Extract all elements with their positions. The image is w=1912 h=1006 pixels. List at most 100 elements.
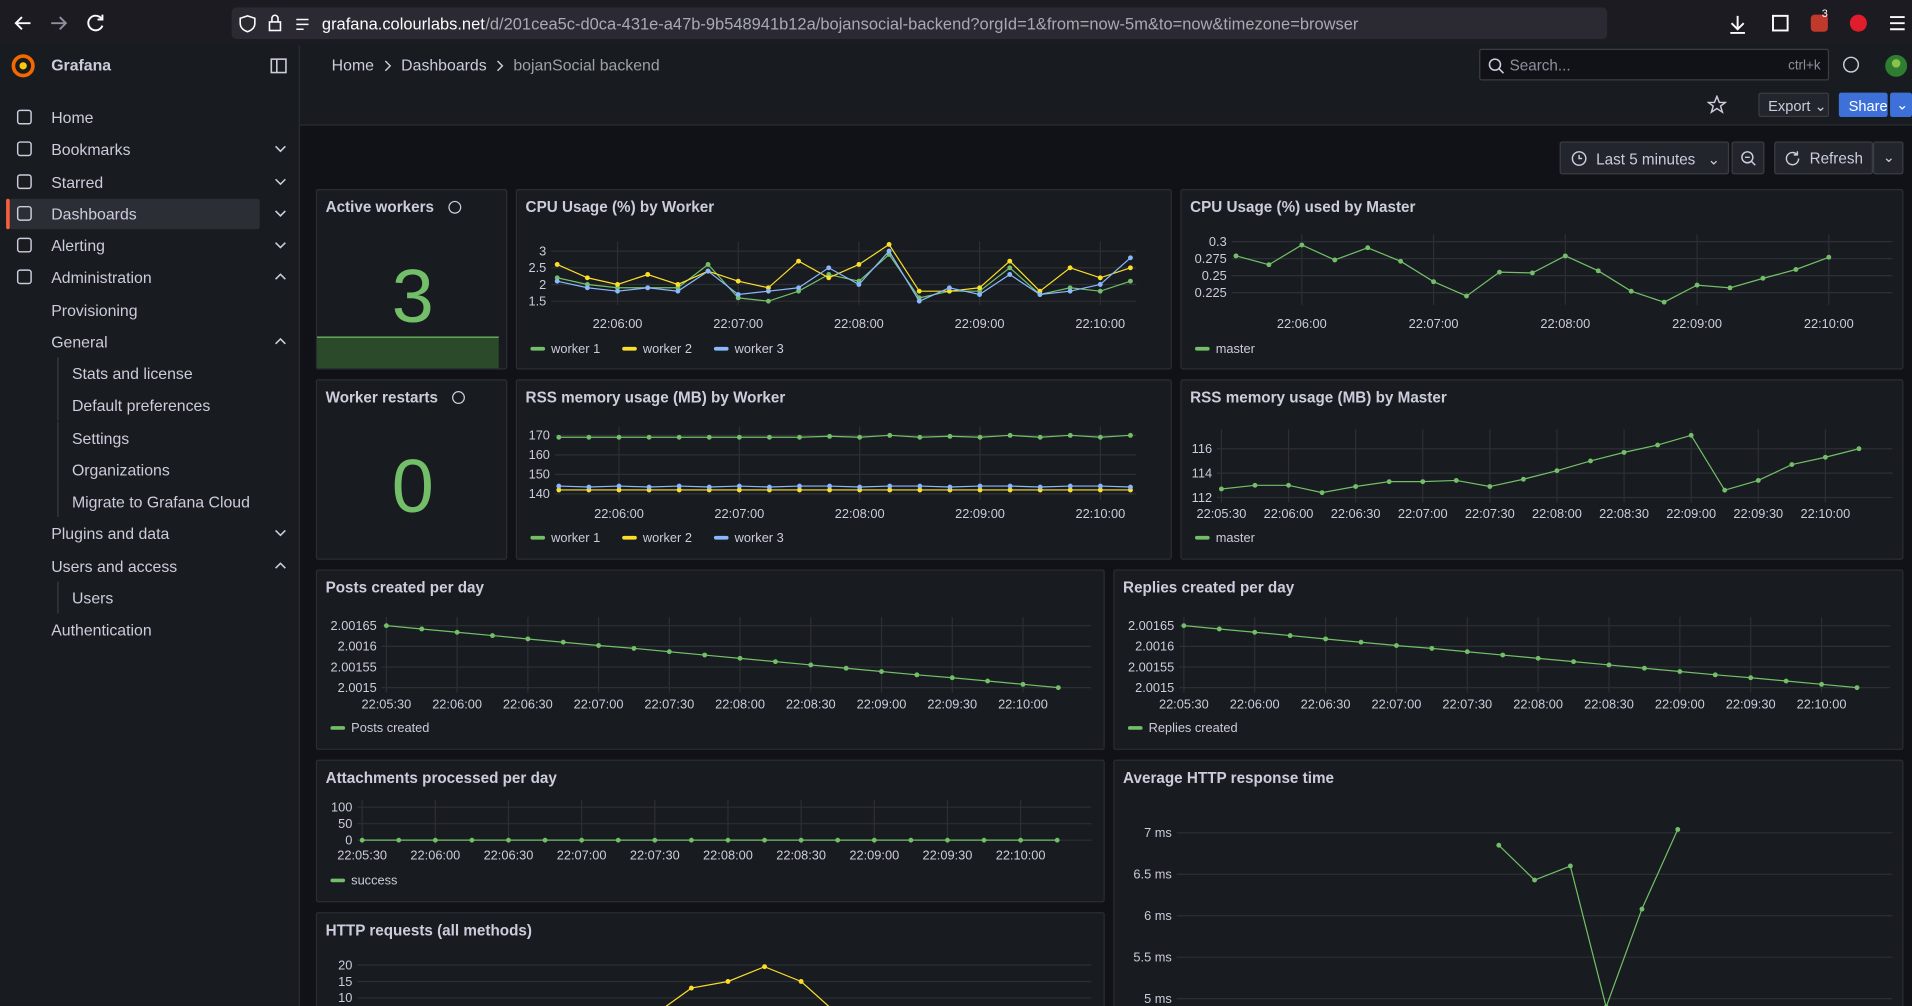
nav-guide: [57, 421, 59, 454]
nav-item[interactable]: Default preferences: [71, 396, 211, 415]
breadcrumb[interactable]: Home: [331, 56, 374, 75]
chart-panel: RSS memory usage (MB) by Worker: [515, 379, 1172, 560]
nav-item[interactable]: Administration: [51, 268, 152, 287]
refresh-interval[interactable]: ⌄: [1872, 141, 1904, 175]
help-icons[interactable]: [1841, 54, 1912, 77]
nav-icon-shape: [16, 237, 32, 253]
panel-title: HTTP requests (all methods): [325, 921, 532, 939]
nav-guide: [57, 357, 59, 389]
nav-item[interactable]: Bookmarks: [51, 140, 131, 159]
nav-guide: [57, 581, 59, 614]
nav-icon: [16, 141, 32, 157]
breadcrumb[interactable]: bojanSocial backend: [513, 56, 660, 75]
nav-item[interactable]: Dashboards: [51, 204, 137, 223]
nav-item[interactable]: Provisioning: [51, 300, 138, 319]
logo: [11, 54, 35, 78]
panel-title: Attachments processed per day: [325, 769, 557, 787]
nav-caret[interactable]: [274, 240, 286, 250]
chart-panel: Posts created per day: [315, 569, 1105, 750]
nav-item[interactable]: Organizations: [71, 460, 170, 479]
caret-shape: [275, 273, 286, 281]
nav-item[interactable]: Authentication: [51, 620, 152, 639]
nav-guide: [57, 453, 59, 486]
extension-icon[interactable]: [1849, 14, 1867, 32]
nav-icon: [16, 173, 32, 189]
nav-item[interactable]: Plugins and data: [51, 524, 170, 543]
nav-item[interactable]: Migrate to Grafana Cloud: [71, 492, 250, 511]
caret-shape: [275, 178, 286, 185]
time-picker[interactable]: Last 5 minutes ⌄: [1559, 141, 1730, 175]
search-placeholder: Search...: [1509, 57, 1571, 75]
caret-shape: [275, 561, 286, 569]
nav-icon-shape: [16, 109, 32, 125]
breadcrumb-separator: [496, 60, 504, 72]
nav-item[interactable]: Settings: [71, 428, 130, 447]
nav-caret[interactable]: [274, 560, 286, 570]
nav-guide: [57, 389, 59, 421]
search-box[interactable]: Search... ctrl+k: [1479, 48, 1830, 81]
nav-icon-shape: [16, 205, 32, 221]
export-button[interactable]: Export ⌄: [1758, 92, 1830, 118]
zoom-icon: [1741, 151, 1756, 166]
nav-item[interactable]: Starred: [51, 172, 104, 191]
chart-panel: CPU Usage (%) by Worker: [515, 189, 1172, 370]
stat-value: 3: [391, 254, 434, 339]
info-icon: [452, 391, 465, 404]
panel-title: Replies created per day: [1123, 579, 1295, 597]
star-icon[interactable]: [1707, 95, 1727, 115]
panel-title: CPU Usage (%) used by Master: [1190, 198, 1416, 216]
panel-title: Active workers: [325, 198, 435, 216]
panel-title: Average HTTP response time: [1123, 769, 1334, 787]
nav-item[interactable]: Users: [71, 588, 114, 607]
nav-caret[interactable]: [274, 176, 286, 186]
nav-item[interactable]: Stats and license: [71, 364, 193, 383]
nav-icon: [16, 269, 32, 285]
nav-caret[interactable]: [274, 528, 286, 538]
top-bar: Search... ctrl+k Home Dashboards bojanSoci…: [299, 45, 1912, 87]
chevron: [496, 60, 504, 72]
nav-caret[interactable]: [274, 208, 286, 218]
active-indicator: [6, 198, 10, 229]
nav-icon: [16, 109, 32, 125]
panel-title: Posts created per day: [325, 579, 485, 597]
zoom-out[interactable]: [1731, 141, 1765, 175]
nav-item[interactable]: Users and access: [51, 556, 178, 575]
browser-toolbar: 3 grafana.colourlabs.net /d/201cea5c-d0c…: [0, 0, 1912, 46]
chart-panel: Attachments processed per day: [315, 759, 1105, 903]
caret-shape: [275, 530, 286, 537]
nav-caret[interactable]: [274, 272, 286, 282]
panel-title: Worker restarts: [325, 388, 438, 407]
url-bar[interactable]: grafana.colourlabs.net /d/201cea5c-d0ca-…: [231, 7, 1608, 40]
export-label: Export: [1768, 97, 1811, 115]
extension-icon[interactable]: [1810, 14, 1828, 32]
share-button[interactable]: Share: [1838, 92, 1888, 118]
refresh-icon: [1785, 151, 1800, 166]
sidebar: Grafana Home Bookmarks Starred Dashboards Al…: [0, 45, 300, 1006]
info-shape: [452, 391, 465, 404]
nav-item[interactable]: Home: [51, 108, 94, 127]
nav-icon-shape: [16, 173, 32, 189]
caret-shape: [275, 146, 286, 153]
refresh-button[interactable]: Refresh: [1774, 141, 1873, 175]
badge: 3: [1822, 8, 1828, 20]
dock-icon[interactable]: [269, 56, 289, 76]
breadcrumb[interactable]: Dashboards: [401, 56, 487, 75]
stat-value: 0: [391, 445, 434, 530]
nav-icon: [16, 205, 32, 221]
chart-panel: RSS memory usage (MB) by Master: [1180, 379, 1904, 560]
chart-panel: CPU Usage (%) used by Master: [1180, 189, 1904, 370]
nav-caret[interactable]: [274, 144, 286, 154]
dashboard-toolbar: Export ⌄ Share ⌄: [299, 85, 1912, 126]
nav-item[interactable]: General: [51, 332, 108, 351]
share-menu[interactable]: ⌄: [1890, 92, 1912, 118]
url-icons: [239, 14, 309, 33]
nav-guide: [57, 485, 59, 518]
nav-icon-shape: [16, 269, 32, 285]
time-range: Last 5 minutes: [1596, 151, 1696, 169]
breadcrumb-separator: [384, 60, 392, 72]
nav-caret[interactable]: [274, 336, 286, 346]
nav-item[interactable]: Alerting: [51, 236, 105, 255]
caret-shape: [275, 210, 286, 217]
shortcut: ctrl+k: [1788, 58, 1821, 74]
chart-panel: HTTP requests (all methods): [315, 912, 1105, 1006]
